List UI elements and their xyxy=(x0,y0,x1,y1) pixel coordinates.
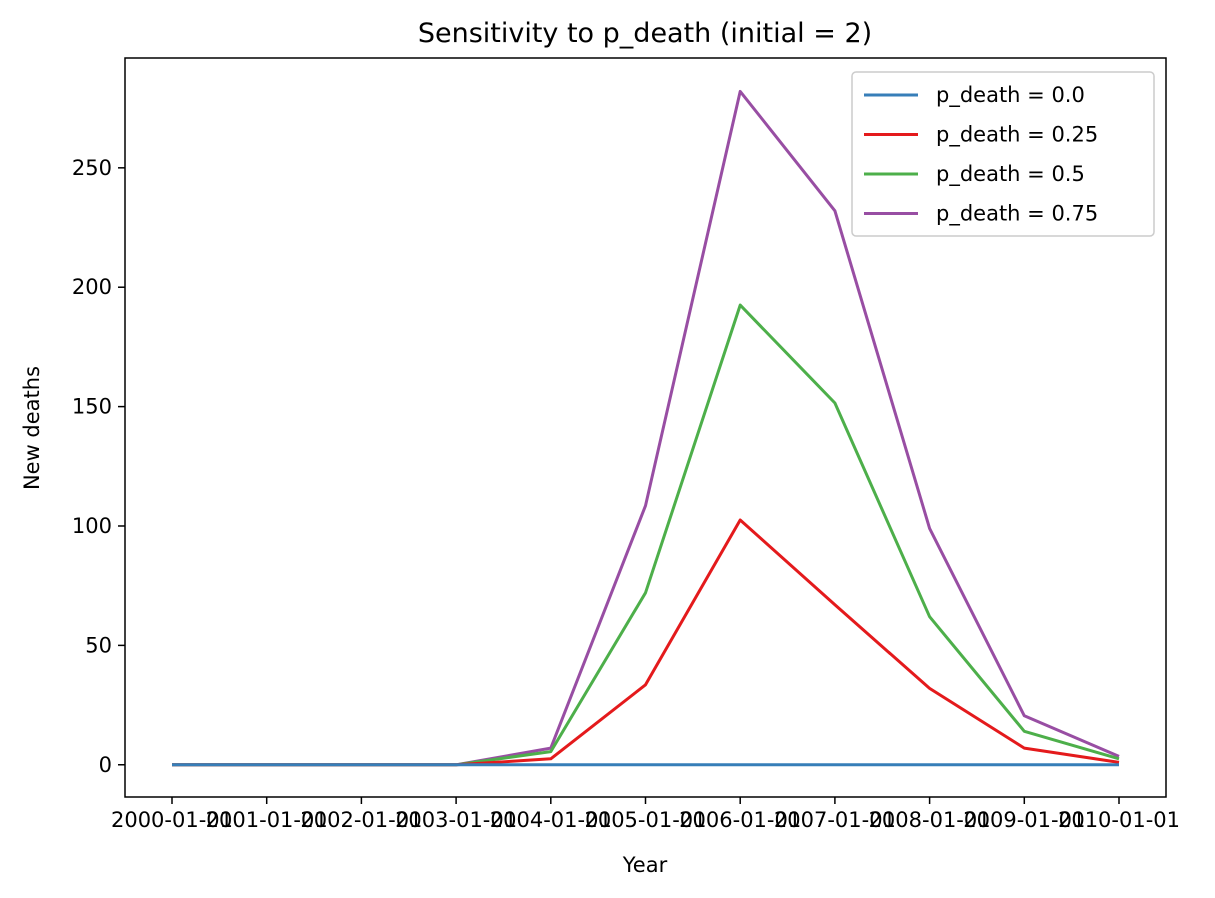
x-axis: 2000-01-012001-01-012002-01-012003-01-01… xyxy=(111,797,1180,832)
series-line-1 xyxy=(172,518,1120,767)
y-tick-label: 200 xyxy=(72,275,112,299)
x-tick-label: 2001-01-01 xyxy=(206,808,328,832)
x-tick-label: 2009-01-01 xyxy=(963,808,1085,832)
x-tick-label: 2006-01-01 xyxy=(679,808,801,832)
series-line-2 xyxy=(172,303,1120,767)
x-tick-label: 2005-01-01 xyxy=(584,808,706,832)
y-axis-label: New deaths xyxy=(20,366,44,490)
x-tick-label: 2004-01-01 xyxy=(490,808,612,832)
legend-label: p_death = 0.75 xyxy=(936,202,1098,227)
x-axis-label: Year xyxy=(622,853,668,877)
x-tick-label: 2008-01-01 xyxy=(869,808,991,832)
y-tick-label: 50 xyxy=(85,633,112,657)
legend: p_death = 0.0 p_death = 0.25 p_death = 0.5… xyxy=(851,71,1155,237)
y-tick-label: 100 xyxy=(72,514,112,538)
x-tick-label: 2000-01-01 xyxy=(111,808,233,832)
x-tick-label: 2002-01-01 xyxy=(300,808,422,832)
y-tick-label: 250 xyxy=(72,156,112,180)
y-tick-label: 150 xyxy=(72,395,112,419)
x-tick-label: 2010-01-01 xyxy=(1058,808,1180,832)
x-tick-label: 2003-01-01 xyxy=(395,808,517,832)
legend-label: p_death = 0.5 xyxy=(936,162,1085,187)
y-axis: 0 50 100 150 200 250 xyxy=(72,156,125,777)
chart-title: Sensitivity to p_death (initial = 2) xyxy=(418,18,872,49)
legend-label: p_death = 0.25 xyxy=(936,123,1098,148)
y-tick-label: 0 xyxy=(99,753,112,777)
series-group xyxy=(172,89,1120,767)
x-tick-label: 2007-01-01 xyxy=(774,808,896,832)
legend-label: p_death = 0.0 xyxy=(936,83,1085,108)
legend-box xyxy=(851,71,1155,237)
